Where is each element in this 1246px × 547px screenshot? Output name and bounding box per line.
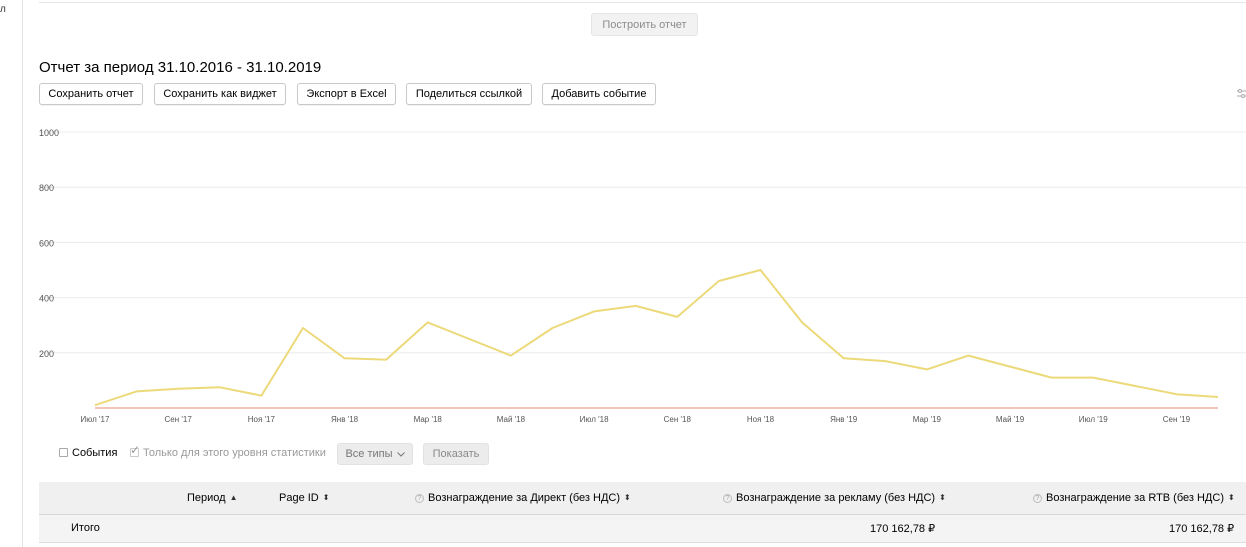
filters-bar: События ✓ Только для этого уровня статис… (0, 443, 1246, 465)
only-level-label: Только для этого уровня статистики (143, 447, 326, 459)
report-title: Отчет за период 31.10.2016 - 31.10.2019 (39, 59, 322, 76)
types-dropdown-label: Все типы (345, 448, 393, 460)
x-tick-label: Ноя '18 (747, 415, 775, 424)
x-tick-label: Мар '18 (414, 415, 443, 424)
only-level-checkbox[interactable] (130, 448, 139, 457)
help-icon[interactable]: ? (415, 493, 424, 503)
column-direct-label: Вознаграждение за Директ (без НДС) (428, 492, 620, 504)
y-tick-label: 200 (39, 349, 54, 359)
export-excel-button[interactable]: Экспорт в Excel (297, 83, 396, 105)
x-tick-label: Янв '19 (830, 415, 858, 424)
total-rtb-value: 170 162,78 ₽ (1169, 523, 1235, 535)
rail-text: л (0, 4, 6, 15)
y-tick-label: 600 (39, 238, 54, 248)
series-line-0 (94, 269, 1219, 407)
save-report-button[interactable]: Сохранить отчет (39, 83, 143, 105)
x-tick-label: Июл '17 (81, 415, 110, 424)
x-tick-label: Сен '17 (165, 415, 193, 424)
x-tick-label: Май '18 (497, 415, 526, 424)
y-tick-label: 800 (39, 183, 54, 193)
column-page-id[interactable]: Page ID ⬍ (279, 492, 329, 504)
x-tick-label: Июл '19 (1079, 415, 1108, 424)
show-button[interactable]: Показать (423, 443, 489, 465)
x-tick-label: Июл '18 (580, 415, 609, 424)
total-label: Итого (71, 522, 100, 534)
column-ads[interactable]: ? Вознаграждение за рекламу (без НДС) ⬍ (723, 492, 946, 504)
settings-sliders-icon[interactable] (1236, 88, 1246, 100)
sort-asc-icon: ▲ (229, 493, 238, 502)
x-tick-label: Ноя '17 (248, 415, 276, 424)
chevron-down-icon (396, 451, 405, 457)
column-rtb[interactable]: ? Вознаграждение за RTB (без НДС) ⬍ (1033, 492, 1235, 504)
left-rail: л (0, 0, 23, 547)
x-tick-label: Янв '18 (331, 415, 359, 424)
sort-icon: ⬍ (624, 493, 631, 502)
column-rtb-label: Вознаграждение за RTB (без НДС) (1046, 492, 1224, 504)
sort-icon: ⬍ (322, 493, 330, 502)
x-tick-label: Мар '19 (913, 415, 942, 424)
build-report-button[interactable]: Построить отчет (591, 13, 698, 36)
add-event-button[interactable]: Добавить событие (542, 83, 656, 105)
events-label: События (72, 447, 118, 459)
statistics-table: Период ▲ Page ID ⬍ ? Вознаграждение за Д… (39, 482, 1246, 547)
column-period-label: Период (187, 492, 226, 504)
x-tick-label: Сен '19 (1163, 415, 1191, 424)
line-chart: 200 400 600 800 1000 Июл '17 Сен '17 Ноя '17 Янв… (39, 128, 1246, 424)
types-dropdown[interactable]: Все типы (337, 443, 413, 465)
sort-icon: ⬍ (1228, 493, 1235, 502)
save-widget-button[interactable]: Сохранить как виджет (154, 83, 286, 105)
table-header: Период ▲ Page ID ⬍ ? Вознаграждение за Д… (39, 482, 1246, 515)
table-row-total: Итого 170 162,78 ₽ 170 162,78 ₽ (39, 515, 1246, 543)
total-ads-value: 170 162,78 ₽ (870, 523, 936, 535)
top-frame (39, 0, 1246, 3)
column-ads-label: Вознаграждение за рекламу (без НДС) (736, 492, 936, 504)
sort-icon: ⬍ (939, 493, 946, 502)
help-icon[interactable]: ? (723, 493, 732, 503)
x-tick-label: Май '19 (996, 415, 1025, 424)
chart-area: 200 400 600 800 1000 Июл '17 Сен '17 Ноя '17 Янв… (0, 118, 1246, 428)
x-tick-label: Сен '18 (664, 415, 692, 424)
checkmark-icon: ✓ (130, 443, 141, 457)
y-tick-label: 400 (39, 294, 54, 304)
column-period[interactable]: Период ▲ (187, 492, 238, 504)
column-page-id-label: Page ID (279, 492, 319, 504)
events-checkbox[interactable] (59, 448, 68, 457)
column-direct[interactable]: ? Вознаграждение за Директ (без НДС) ⬍ (415, 492, 631, 504)
help-icon[interactable]: ? (1033, 493, 1042, 503)
y-tick-label: 1000 (39, 128, 59, 138)
share-link-button[interactable]: Поделиться ссылкой (406, 83, 532, 105)
